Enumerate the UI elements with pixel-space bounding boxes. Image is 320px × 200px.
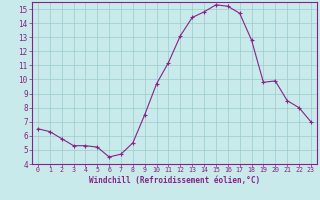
X-axis label: Windchill (Refroidissement éolien,°C): Windchill (Refroidissement éolien,°C): [89, 176, 260, 185]
